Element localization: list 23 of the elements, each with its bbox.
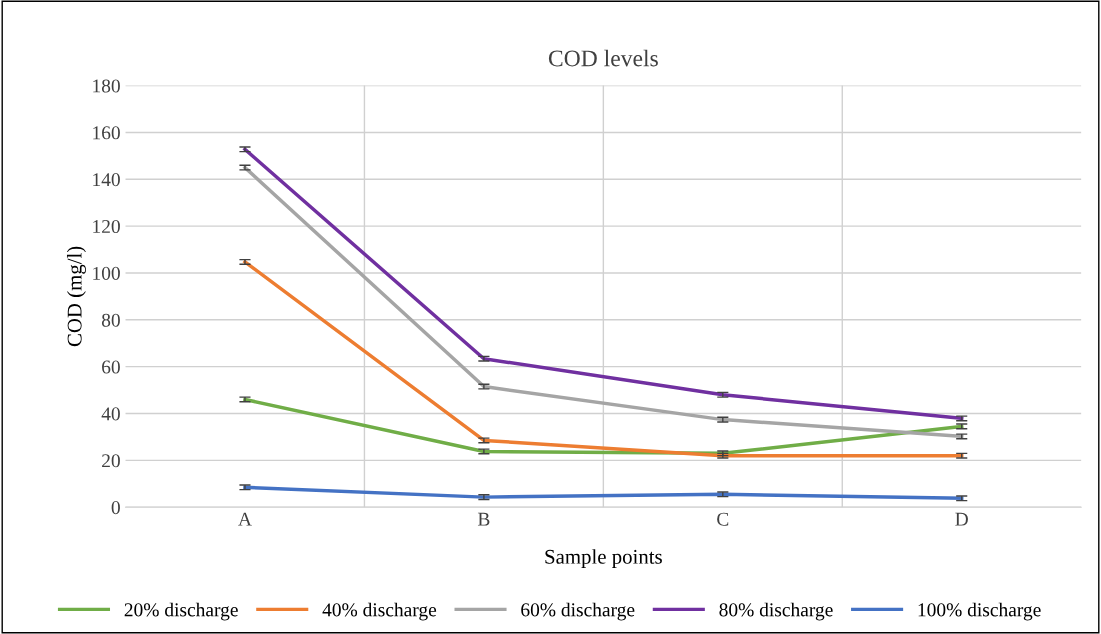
x-axis-title: Sample points [545, 549, 662, 569]
y-tick-label: 120 [93, 219, 120, 234]
y-tick-label: 40 [101, 407, 120, 421]
y-tick-label: 80 [101, 313, 120, 327]
legend-label: 40% discharge [322, 602, 437, 621]
x-tick-label: B [477, 512, 490, 526]
legend-label: 80% discharge [719, 602, 833, 621]
y-tick-label: 140 [93, 173, 120, 187]
y-tick-label: 60 [102, 360, 120, 374]
y-tick-label: 20 [102, 454, 120, 468]
legend-label: 20% discharge [124, 602, 238, 621]
y-tick-label: 0 [111, 501, 120, 515]
y-tick-label: 180 [93, 79, 120, 93]
x-tick-label: C [717, 512, 729, 526]
y-tick-label: 100 [93, 266, 120, 280]
y-tick-label: 160 [93, 126, 120, 140]
legend-label: 60% discharge [521, 602, 635, 621]
y-axis-title: COD (mg/l) [66, 246, 86, 347]
legend-label: 100% discharge [918, 602, 1041, 621]
line-series [243, 485, 964, 501]
x-tick-label: A [238, 512, 252, 526]
chart-title: COD levels [548, 49, 658, 67]
x-tick-label: D [955, 512, 968, 526]
